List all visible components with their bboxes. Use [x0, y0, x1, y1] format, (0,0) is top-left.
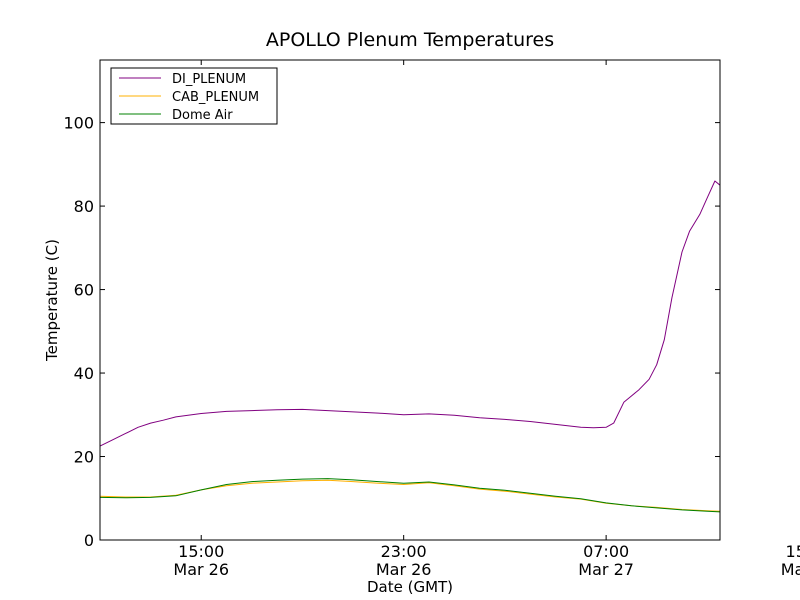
- y-tick-label: 0: [84, 531, 94, 550]
- y-tick-label: 100: [63, 114, 94, 133]
- y-tick-label: 20: [74, 448, 94, 467]
- series-line-di-plenum: [100, 180, 720, 447]
- y-axis-label: Temperature (C): [43, 239, 61, 362]
- y-axis: 0 20 40 60 80 100: [63, 114, 720, 550]
- x-tick-label-date: Mar 26: [376, 560, 432, 579]
- y-tick-label: 60: [74, 281, 94, 300]
- chart-title: APOLLO Plenum Temperatures: [266, 29, 554, 51]
- y-tick-label: 80: [74, 197, 94, 216]
- plot-area: [99, 59, 721, 541]
- x-tick-label-time: 15:00: [786, 542, 800, 561]
- legend: DI_PLENUM CAB_PLENUM Dome Air: [110, 67, 278, 125]
- legend-label-di-plenum: DI_PLENUM: [172, 72, 246, 87]
- series-line-dome-air: [100, 478, 720, 513]
- legend-label-cab-plenum: CAB_PLENUM: [172, 90, 259, 105]
- x-tick-label-date: Mar 27: [781, 560, 800, 579]
- x-tick-label-time: 15:00: [178, 542, 224, 561]
- x-tick-label-date: Mar 26: [173, 560, 229, 579]
- y-tick-label: 40: [74, 364, 94, 383]
- x-tick-label-time: 23:00: [381, 542, 427, 561]
- x-tick-label-time: 07:00: [583, 542, 629, 561]
- x-axis-label: Date (GMT): [367, 578, 453, 596]
- x-tick-label-date: Mar 27: [578, 560, 634, 579]
- axes-frame: [99, 59, 721, 541]
- legend-label-dome-air: Dome Air: [172, 108, 233, 123]
